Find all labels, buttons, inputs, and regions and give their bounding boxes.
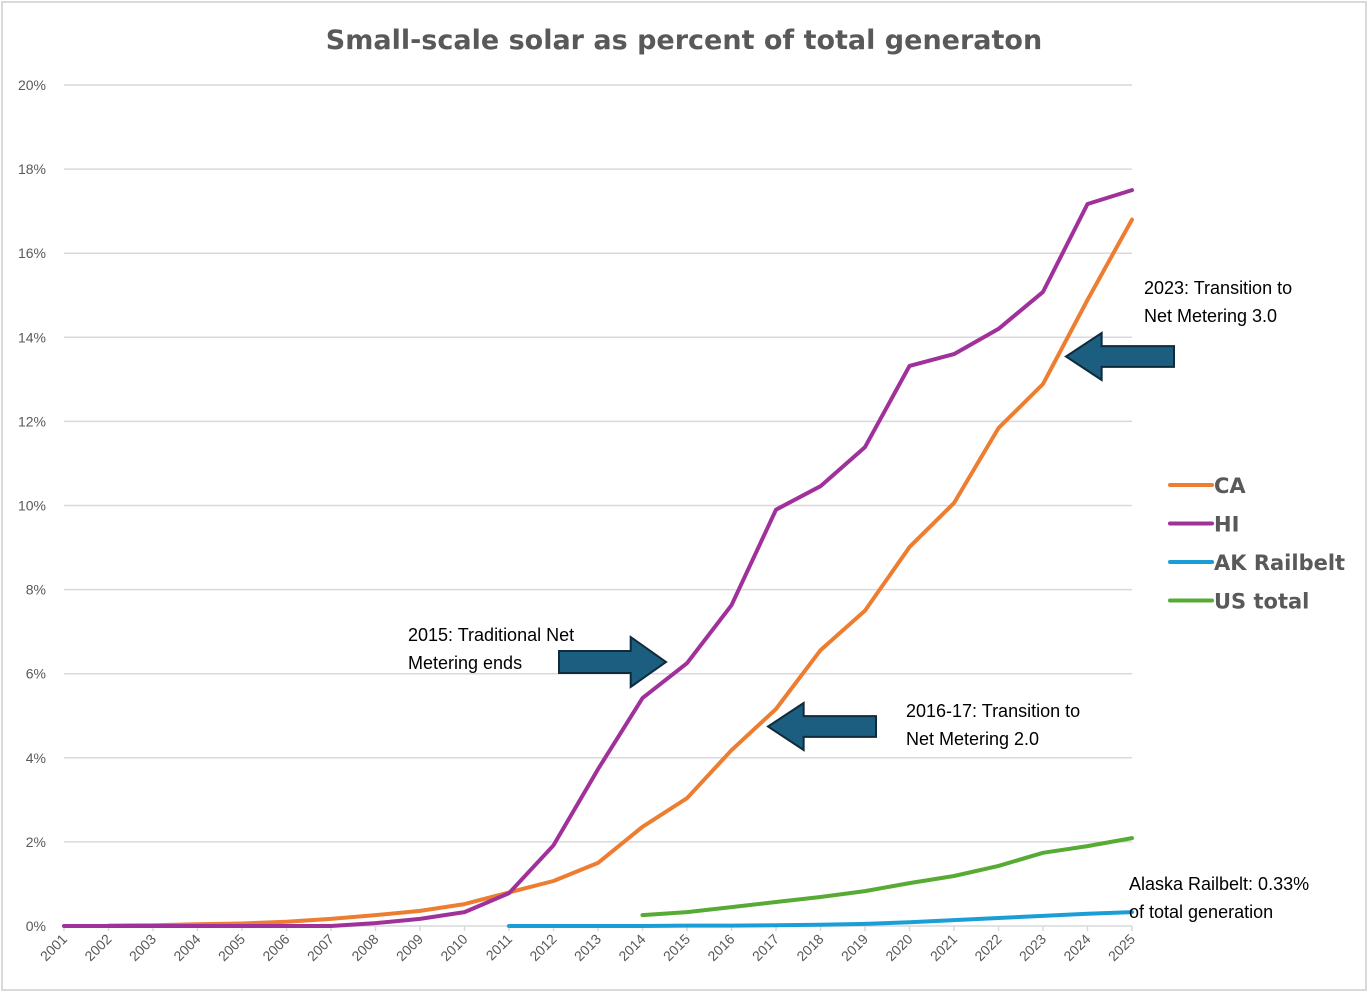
annotation-text: Metering ends bbox=[408, 653, 522, 673]
series-line-ak-railbelt bbox=[507, 910, 1134, 928]
legend-label: US total bbox=[1214, 590, 1309, 614]
x-tick-label: 2014 bbox=[615, 931, 648, 964]
y-tick-label: 4% bbox=[26, 750, 46, 766]
annotation-nm3: 2023: Transition to Net Metering 3.0 bbox=[1064, 278, 1292, 382]
arrow-left-icon bbox=[1064, 331, 1175, 382]
y-axis-ticks: 0% 2% 4% 6% 8% 10% 12% 14% 16% 18% 20% bbox=[18, 77, 46, 934]
annotations: 2015: Traditional Net Metering ends 2016-1… bbox=[408, 278, 1309, 922]
annotation-text: Net Metering 2.0 bbox=[906, 729, 1039, 749]
x-tick-label: 2003 bbox=[126, 931, 159, 964]
x-tick-label: 2005 bbox=[215, 931, 248, 964]
legend: CA HI AK Railbelt US total bbox=[1168, 474, 1345, 614]
x-tick-label: 2020 bbox=[882, 931, 915, 964]
annotation-ak: Alaska Railbelt: 0.33% of total generatio… bbox=[1129, 874, 1309, 922]
y-tick-label: 10% bbox=[18, 498, 46, 514]
y-tick-label: 6% bbox=[26, 666, 46, 682]
legend-label: CA bbox=[1214, 474, 1246, 498]
y-tick-label: 14% bbox=[18, 329, 46, 345]
x-axis-ticks: 2001 2002 2003 2004 2005 2006 2007 2008 2009 2010… bbox=[37, 926, 1138, 964]
x-tick-label: 2019 bbox=[838, 931, 871, 964]
chart-title: Small-scale solar as percent of total ge… bbox=[326, 25, 1042, 56]
x-tick-label: 2016 bbox=[704, 931, 737, 964]
x-tick-label: 2012 bbox=[526, 931, 559, 964]
x-tick-label: 2015 bbox=[660, 931, 693, 964]
x-tick-label: 2011 bbox=[483, 931, 516, 964]
annotation-nm2: 2016-17: Transition to Net Metering 2.0 bbox=[766, 701, 1080, 752]
x-tick-label: 2022 bbox=[971, 931, 1004, 964]
x-tick-label: 2007 bbox=[304, 931, 337, 964]
y-tick-label: 8% bbox=[26, 582, 46, 598]
x-tick-label: 2021 bbox=[927, 931, 960, 964]
annotation-text: 2016-17: Transition to bbox=[906, 701, 1080, 721]
x-tick-label: 2008 bbox=[348, 931, 381, 964]
x-tick-label: 2013 bbox=[571, 931, 604, 964]
annotation-text: Net Metering 3.0 bbox=[1144, 306, 1277, 326]
annotation-text: of total generation bbox=[1129, 902, 1273, 922]
x-tick-label: 2024 bbox=[1060, 931, 1093, 964]
x-tick-label: 2002 bbox=[81, 931, 114, 964]
series-lines bbox=[62, 188, 1134, 928]
arrow-left-icon bbox=[766, 701, 877, 752]
annotation-text: 2015: Traditional Net bbox=[408, 625, 574, 645]
series-line-hi bbox=[62, 188, 1134, 928]
x-tick-label: 2001 bbox=[37, 931, 70, 964]
x-tick-label: 2004 bbox=[170, 931, 203, 964]
x-tick-label: 2025 bbox=[1105, 931, 1138, 964]
series-line-us-total bbox=[640, 836, 1134, 918]
arrow-right-icon bbox=[558, 635, 668, 689]
y-tick-label: 20% bbox=[18, 77, 46, 93]
legend-label: AK Railbelt bbox=[1214, 551, 1345, 575]
legend-label: HI bbox=[1214, 513, 1239, 537]
y-tick-label: 2% bbox=[26, 834, 46, 850]
annotation-text: Alaska Railbelt: 0.33% bbox=[1129, 874, 1309, 894]
x-tick-label: 2018 bbox=[793, 931, 826, 964]
x-tick-label: 2006 bbox=[259, 931, 292, 964]
x-tick-label: 2010 bbox=[437, 931, 470, 964]
y-tick-label: 16% bbox=[18, 245, 46, 261]
y-tick-label: 12% bbox=[18, 413, 46, 429]
x-tick-label: 2017 bbox=[749, 931, 782, 964]
x-tick-label: 2009 bbox=[393, 931, 426, 964]
y-tick-label: 0% bbox=[26, 918, 46, 934]
annotation-text: 2023: Transition to bbox=[1144, 278, 1292, 298]
x-tick-label: 2023 bbox=[1016, 931, 1049, 964]
series-line-ca bbox=[106, 217, 1134, 928]
annotation-nm1: 2015: Traditional Net Metering ends bbox=[408, 625, 668, 689]
y-tick-label: 18% bbox=[18, 161, 46, 177]
